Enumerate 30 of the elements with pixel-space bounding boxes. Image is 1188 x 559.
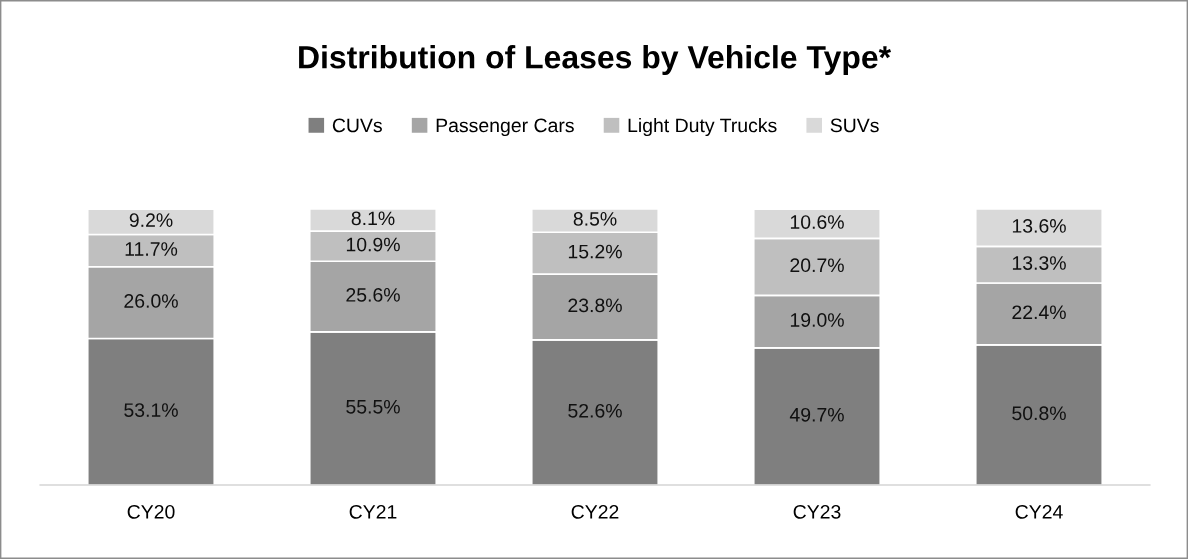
x-tick-label: CY24 <box>1015 504 1063 519</box>
data-label: 9.2% <box>129 213 173 227</box>
x-tick-label: CY20 <box>127 504 175 519</box>
data-label: 11.7% <box>125 242 178 256</box>
x-tick-label: CY23 <box>793 504 841 519</box>
data-label: 26.0% <box>124 294 178 308</box>
data-label: 10.6% <box>790 215 844 229</box>
x-tick-label: CY22 <box>571 504 619 519</box>
data-label: 23.8% <box>568 298 622 313</box>
data-label: 50.8% <box>1012 406 1066 421</box>
data-label: 8.5% <box>573 211 617 226</box>
data-label: 8.1% <box>351 211 395 226</box>
x-tick-label: CY21 <box>349 504 397 519</box>
data-label: 19.0% <box>790 313 844 327</box>
data-label: 53.1% <box>124 403 178 417</box>
legend-label: Light Duty Trucks <box>628 117 777 137</box>
chart-title: Distribution of Leases by Vehicle Type* <box>299 45 892 75</box>
data-label: 13.6% <box>1012 219 1066 233</box>
legend-label: Passenger Cars <box>436 118 574 137</box>
data-label: 10.9% <box>346 237 400 252</box>
data-label: 15.2% <box>568 244 622 259</box>
data-label: 22.4% <box>1012 305 1066 320</box>
data-label: 13.3% <box>1012 256 1066 270</box>
legend-label: CUVs <box>332 118 382 133</box>
data-label: 20.7% <box>790 258 844 273</box>
data-label: 25.6% <box>346 288 400 302</box>
data-label: 49.7% <box>789 407 844 422</box>
data-label: 52.6% <box>568 403 622 418</box>
data-label: 55.5% <box>346 399 400 414</box>
legend-label: SUVs <box>830 118 879 133</box>
